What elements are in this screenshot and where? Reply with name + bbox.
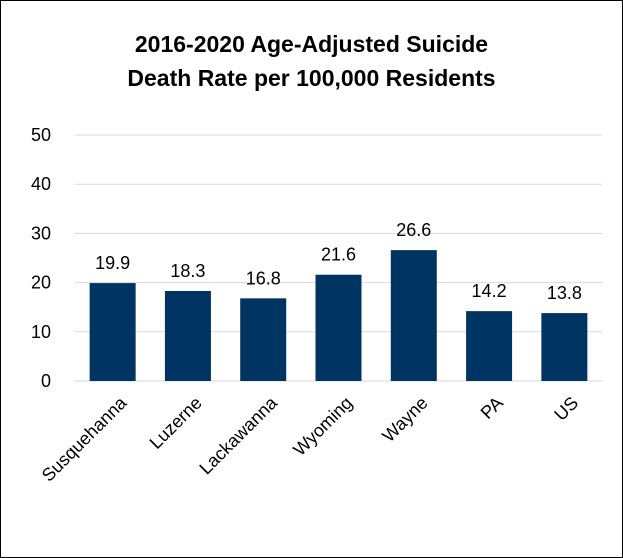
- data-label: 14.2: [472, 281, 507, 301]
- x-category-label: US: [550, 393, 582, 425]
- y-tick-label: 40: [31, 174, 51, 194]
- y-tick-label: 0: [41, 371, 51, 391]
- bar-us: [541, 313, 588, 381]
- x-category-label: Wyoming: [289, 393, 356, 460]
- bar-luzerne: [164, 290, 211, 381]
- chart-title-line-1: 2016-2020 Age-Adjusted Suicide: [134, 31, 489, 57]
- x-category-label: Luzerne: [146, 393, 206, 453]
- data-label: 19.9: [95, 253, 130, 273]
- x-category-label: Wayne: [378, 393, 431, 446]
- bar-wyoming: [315, 274, 362, 381]
- y-tick-label: 30: [31, 223, 51, 243]
- x-category-label: Susquehanna: [38, 392, 131, 485]
- y-tick-label: 20: [31, 273, 51, 293]
- x-category-label: Lackawanna: [195, 392, 281, 478]
- bar-wayne: [390, 250, 437, 381]
- data-label: 18.3: [170, 261, 205, 281]
- data-label: 26.6: [396, 220, 431, 240]
- bar-lackawanna: [240, 298, 287, 381]
- data-label: 21.6: [321, 245, 356, 265]
- chart-title-line-2: Death Rate per 100,000 Residents: [127, 65, 496, 91]
- data-label: 13.8: [547, 283, 582, 303]
- bar-susquehanna: [89, 283, 136, 381]
- bar-pa: [466, 311, 513, 381]
- chart-title: 2016-2020 Age-Adjusted Suicide Death Rat…: [1, 27, 622, 95]
- y-tick-label: 10: [31, 322, 51, 342]
- x-category-label: PA: [477, 393, 507, 423]
- data-label: 16.8: [246, 268, 281, 288]
- y-tick-label: 50: [31, 125, 51, 145]
